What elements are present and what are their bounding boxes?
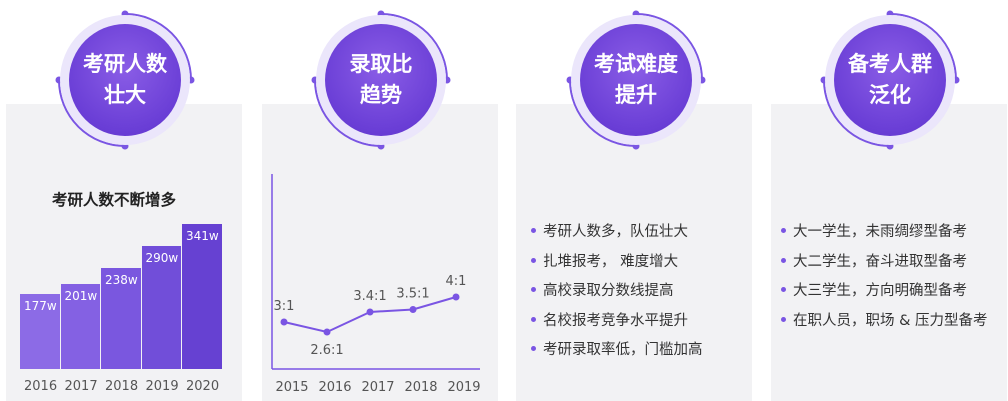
bar	[141, 245, 181, 369]
badge-circle: 备考人群 泛化	[834, 24, 946, 136]
bar	[101, 267, 141, 369]
badge-circle: 考研人数 壮大	[69, 24, 181, 136]
bar-year-label: 2017	[64, 379, 98, 394]
x-tick-label: 2017	[361, 380, 394, 395]
point-label: 3.4:1	[353, 289, 386, 304]
bullet-dot	[781, 287, 786, 293]
data-point	[452, 293, 460, 301]
card-difficulty-badge: 考试难度 提升	[556, 0, 716, 160]
list-item: 扎堆报考， 难度增大	[531, 246, 703, 276]
card-audience: 大一学生，未雨绸缪型备考 大二学生，奋斗进取型备考 大三学生，方向明确型备考 在…	[771, 104, 1007, 401]
bullet-dot	[531, 228, 536, 234]
card-applicants-badge: 考研人数 壮大	[45, 0, 205, 160]
point-label: 4:1	[446, 274, 467, 289]
point-label: 2.6:1	[310, 343, 343, 358]
bar-year-label: 2016	[24, 379, 58, 394]
bar-value-label: 341w	[186, 229, 219, 243]
data-point	[366, 308, 374, 316]
badge-line2: 泛化	[869, 83, 911, 107]
badge-line1: 考试难度	[594, 52, 678, 76]
decorative-ring	[55, 10, 195, 150]
bar-value-label: 238w	[105, 272, 138, 287]
bullet-dot	[781, 316, 786, 322]
badge-line2: 趋势	[360, 83, 402, 107]
card-admission-ratio: 3:1 2015 2.6:1 2016 3.4:1 2017 3.5:1 2018 4:1 201…	[262, 104, 498, 401]
bar	[182, 224, 222, 369]
list-item: 在职人员，职场 & 压力型备考	[781, 305, 988, 335]
bar	[60, 283, 100, 369]
bar	[20, 293, 60, 369]
bar-value-label: 201w	[64, 288, 98, 303]
bullet-dot	[781, 257, 786, 263]
data-point	[323, 328, 331, 336]
x-tick-label: 2018	[404, 380, 437, 395]
bar-year-label: 2020	[186, 379, 220, 394]
badge-line1: 考研人数	[83, 52, 167, 76]
bullet-dot	[531, 257, 536, 263]
difficulty-list: 考研人数多，队伍壮大 扎堆报考， 难度增大 高校录取分数线提高 名校报考竞争水平…	[531, 216, 703, 364]
card-applicants: 考研人数不断增多 177w 2016 201w 2017 238w 2018 290w 201…	[6, 104, 242, 401]
badge-line1: 录取比	[349, 52, 413, 76]
decorative-ring	[566, 10, 706, 150]
data-point	[280, 318, 288, 326]
decorative-ring	[820, 10, 960, 150]
bar-value-label: 177w	[24, 298, 57, 313]
bullet-dot	[531, 316, 536, 322]
x-tick-label: 2019	[447, 380, 480, 395]
badge-circle: 录取比 趋势	[325, 24, 437, 136]
list-item: 大二学生，奋斗进取型备考	[781, 246, 988, 276]
bullet-dot	[531, 287, 536, 293]
list-item: 高校录取分数线提高	[531, 275, 703, 305]
card-audience-badge: 备考人群 泛化	[810, 0, 970, 160]
card-ratio-badge: 录取比 趋势	[301, 0, 461, 160]
line-chart: 3:1 2015 2.6:1 2016 3.4:1 2017 3.5:1 2018 4:1 201…	[271, 174, 481, 395]
badge-circle: 考试难度 提升	[580, 24, 692, 136]
list-item: 大一学生，未雨绸缪型备考	[781, 216, 988, 246]
badge-line2: 提升	[615, 83, 657, 107]
bullet-dot	[531, 346, 536, 352]
audience-list: 大一学生，未雨绸缪型备考 大二学生，奋斗进取型备考 大三学生，方向明确型备考 在…	[781, 216, 988, 334]
point-label: 3.5:1	[396, 287, 429, 302]
bar-chart-title: 考研人数不断增多	[52, 191, 177, 209]
list-item: 大三学生，方向明确型备考	[781, 275, 988, 305]
bar-year-label: 2019	[145, 379, 179, 394]
card-difficulty: 考研人数多，队伍壮大 扎堆报考， 难度增大 高校录取分数线提高 名校报考竞争水平…	[516, 104, 752, 401]
badge-line2: 壮大	[104, 83, 146, 107]
x-tick-label: 2015	[275, 380, 308, 395]
data-point	[409, 306, 417, 313]
list-item: 考研人数多，队伍壮大	[531, 216, 703, 246]
x-tick-label: 2016	[318, 380, 351, 395]
list-item: 名校报考竞争水平提升	[531, 305, 703, 335]
bar-year-label: 2018	[105, 379, 139, 394]
bar-value-label: 290w	[145, 250, 179, 265]
point-label: 3:1	[274, 299, 295, 314]
bullet-dot	[781, 228, 786, 234]
decorative-ring	[311, 10, 451, 150]
badge-line1: 备考人群	[848, 52, 932, 76]
list-item: 考研录取率低，门槛加高	[531, 334, 703, 364]
